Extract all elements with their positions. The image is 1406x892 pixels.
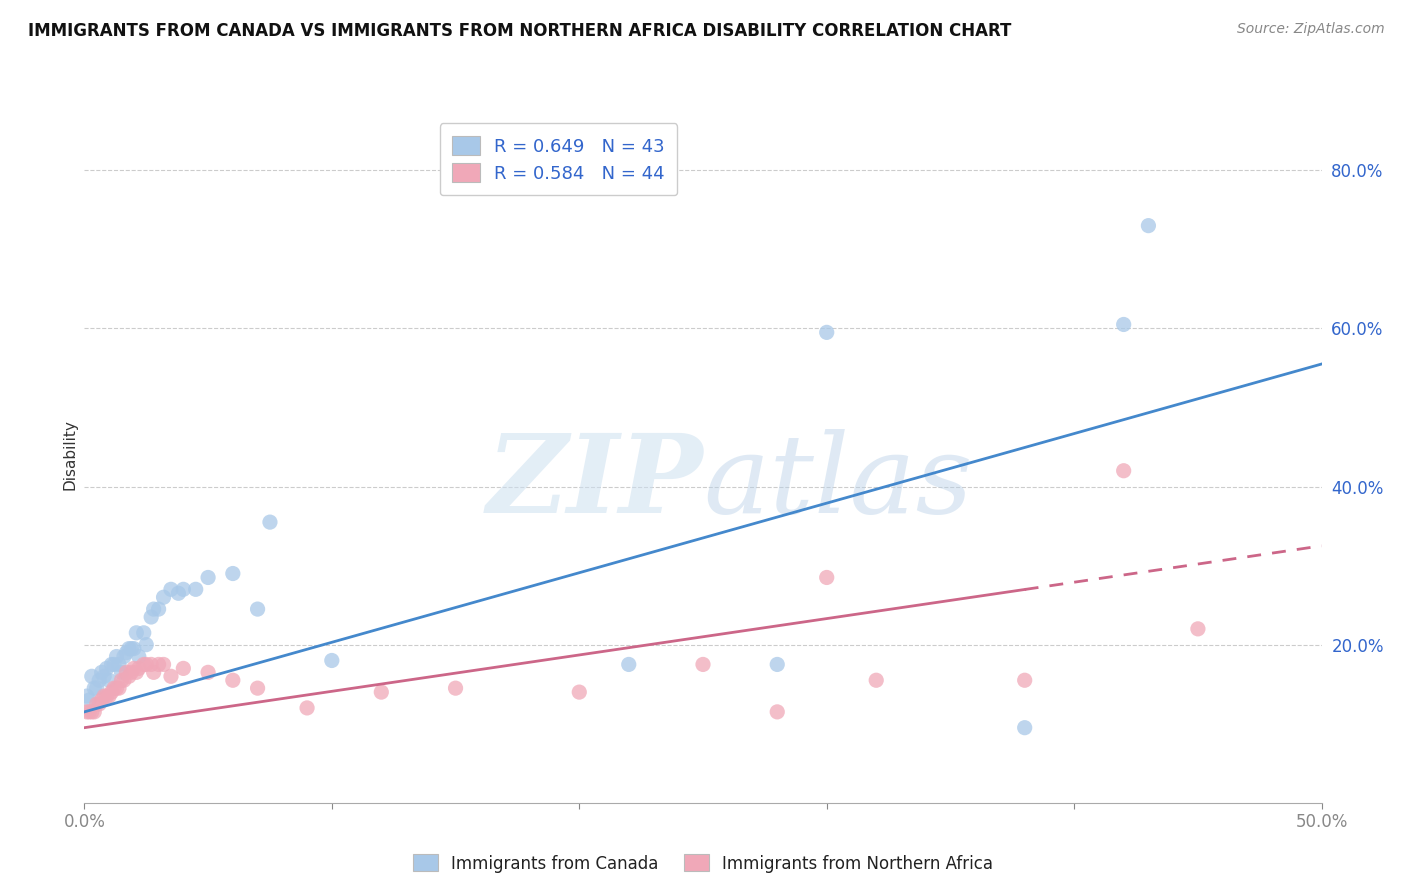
- Point: [86, 697, 108, 711]
- Point: [766, 657, 789, 672]
- Point: [321, 653, 343, 667]
- Point: [79, 693, 101, 707]
- Point: [128, 661, 150, 675]
- Point: [197, 665, 219, 680]
- Point: [160, 582, 183, 597]
- Point: [93, 689, 115, 703]
- Text: ZIP: ZIP: [486, 429, 703, 536]
- Point: [167, 586, 190, 600]
- Point: [112, 673, 135, 688]
- Point: [110, 665, 132, 680]
- Point: [98, 673, 121, 688]
- Point: [90, 693, 112, 707]
- Point: [1014, 673, 1036, 688]
- Point: [120, 665, 142, 680]
- Point: [246, 602, 269, 616]
- Point: [105, 681, 128, 695]
- Point: [370, 685, 392, 699]
- Point: [86, 681, 108, 695]
- Point: [815, 326, 838, 340]
- Point: [142, 602, 165, 616]
- Point: [105, 649, 128, 664]
- Legend: Immigrants from Canada, Immigrants from Northern Africa: Immigrants from Canada, Immigrants from …: [406, 847, 1000, 880]
- Point: [1014, 721, 1036, 735]
- Point: [83, 681, 105, 695]
- Text: atlas: atlas: [703, 429, 973, 536]
- Point: [110, 673, 132, 688]
- Point: [148, 657, 170, 672]
- Point: [1187, 622, 1209, 636]
- Point: [141, 657, 163, 672]
- Point: [1112, 318, 1135, 332]
- Point: [1112, 464, 1135, 478]
- Point: [152, 657, 174, 672]
- Point: [76, 689, 98, 703]
- Point: [135, 638, 157, 652]
- Point: [96, 689, 118, 703]
- Point: [135, 657, 157, 672]
- Point: [76, 705, 98, 719]
- Point: [83, 705, 105, 719]
- Point: [103, 657, 125, 672]
- Point: [259, 515, 281, 529]
- Point: [100, 685, 122, 699]
- Point: [96, 661, 118, 675]
- Point: [90, 665, 112, 680]
- Point: [444, 681, 467, 695]
- Point: [79, 705, 101, 719]
- Y-axis label: Disability: Disability: [62, 419, 77, 491]
- Point: [295, 701, 318, 715]
- Point: [222, 566, 245, 581]
- Point: [132, 657, 155, 672]
- Point: [142, 665, 165, 680]
- Point: [122, 661, 145, 675]
- Point: [197, 570, 219, 584]
- Point: [132, 625, 155, 640]
- Point: [118, 669, 141, 683]
- Point: [1137, 219, 1160, 233]
- Point: [222, 673, 245, 688]
- Point: [120, 641, 142, 656]
- Point: [815, 570, 838, 584]
- Point: [89, 697, 111, 711]
- Point: [115, 646, 138, 660]
- Point: [766, 705, 789, 719]
- Point: [100, 657, 122, 672]
- Point: [108, 681, 131, 695]
- Point: [141, 610, 163, 624]
- Point: [80, 705, 103, 719]
- Legend: R = 0.649   N = 43, R = 0.584   N = 44: R = 0.649 N = 43, R = 0.584 N = 44: [440, 123, 678, 195]
- Text: Source: ZipAtlas.com: Source: ZipAtlas.com: [1237, 22, 1385, 37]
- Point: [122, 641, 145, 656]
- Point: [112, 649, 135, 664]
- Point: [172, 661, 194, 675]
- Point: [103, 681, 125, 695]
- Point: [568, 685, 591, 699]
- Point: [617, 657, 640, 672]
- Point: [115, 665, 138, 680]
- Point: [93, 669, 115, 683]
- Point: [865, 673, 887, 688]
- Point: [128, 649, 150, 664]
- Point: [692, 657, 714, 672]
- Point: [125, 625, 148, 640]
- Point: [125, 665, 148, 680]
- Text: IMMIGRANTS FROM CANADA VS IMMIGRANTS FROM NORTHERN AFRICA DISABILITY CORRELATION: IMMIGRANTS FROM CANADA VS IMMIGRANTS FRO…: [28, 22, 1011, 40]
- Point: [172, 582, 194, 597]
- Point: [246, 681, 269, 695]
- Point: [118, 641, 141, 656]
- Point: [160, 669, 183, 683]
- Point: [98, 689, 121, 703]
- Point: [108, 657, 131, 672]
- Point: [89, 673, 111, 688]
- Point: [80, 669, 103, 683]
- Point: [152, 591, 174, 605]
- Point: [148, 602, 170, 616]
- Point: [184, 582, 207, 597]
